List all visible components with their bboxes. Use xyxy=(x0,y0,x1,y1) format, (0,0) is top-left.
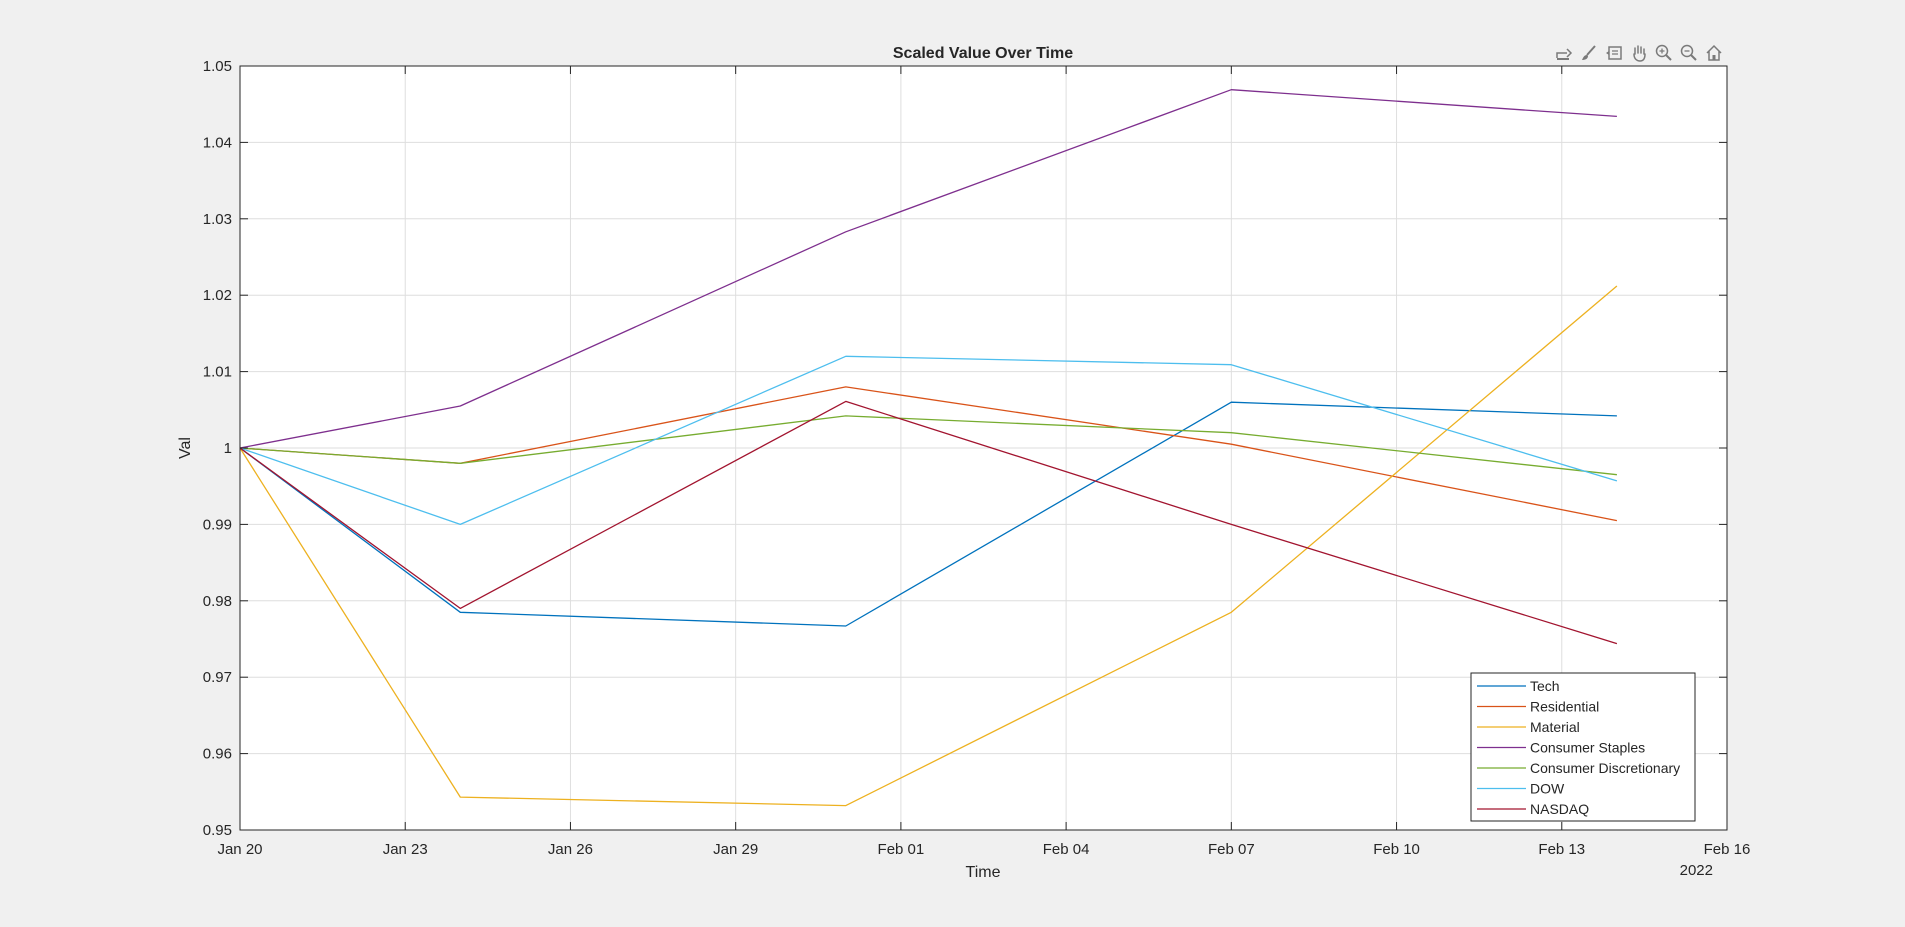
x-tick-label: Feb 07 xyxy=(1208,841,1255,858)
export-button[interactable] xyxy=(1552,42,1575,64)
y-tick-label: 1.03 xyxy=(203,211,232,228)
y-tick-label: 1.04 xyxy=(203,134,232,151)
zoom-in-button[interactable] xyxy=(1652,42,1675,64)
zoom-in-icon xyxy=(1655,44,1672,61)
series-line-consumer-discretionary[interactable] xyxy=(239,415,1617,476)
export-icon xyxy=(1555,48,1572,60)
y-tick-label: 1 xyxy=(224,440,232,457)
y-tick-label: 1.05 xyxy=(203,58,232,75)
y-axis-label: Val xyxy=(177,437,194,459)
zoom-out-icon xyxy=(1680,44,1697,61)
y-tick-label: 1.01 xyxy=(203,364,232,381)
series-line-nasdaq[interactable] xyxy=(239,400,1618,645)
x-tick-label: Feb 16 xyxy=(1704,841,1751,858)
series-line-material[interactable] xyxy=(239,285,1618,807)
legend-label: Consumer Discretionary xyxy=(1530,760,1680,776)
x-year-label: 2022 xyxy=(1680,862,1713,879)
x-tick-label: Feb 01 xyxy=(878,841,925,858)
tick-labels: Jan 20 Jan 23 Jan 26 Jan 29 Feb 01 Feb 04 Feb … xyxy=(203,58,1751,858)
legend-label: Residential xyxy=(1530,699,1599,715)
legend-label: NASDAQ xyxy=(1530,801,1589,817)
legend-label: Consumer Staples xyxy=(1530,740,1645,756)
y-tick-label: 0.96 xyxy=(203,746,232,763)
x-axis-label: Time xyxy=(966,864,1001,881)
x-tick-label: Feb 13 xyxy=(1538,841,1585,858)
x-tick-label: Jan 26 xyxy=(548,841,593,858)
legend-label: Tech xyxy=(1530,678,1560,694)
datatip-button[interactable] xyxy=(1602,42,1625,64)
x-tick-label: Feb 10 xyxy=(1373,841,1420,858)
x-tick-label: Jan 20 xyxy=(217,841,262,858)
brush-button[interactable] xyxy=(1577,42,1600,64)
brush-icon xyxy=(1581,45,1596,60)
axes-toolbar xyxy=(1552,42,1725,64)
legend-entries: Tech Residential Material Consumer Staples C… xyxy=(1477,678,1680,817)
x-tick-label: Jan 23 xyxy=(383,841,428,858)
y-tick-label: 0.99 xyxy=(203,516,232,533)
pan-button[interactable] xyxy=(1627,42,1650,64)
x-tick-label: Feb 04 xyxy=(1043,841,1090,858)
y-tick-label: 0.95 xyxy=(203,822,232,839)
series-line-tech[interactable] xyxy=(239,401,1617,627)
y-tick-label: 0.97 xyxy=(203,669,232,686)
series-line-consumer-staples[interactable] xyxy=(239,89,1617,449)
series-line-dow[interactable] xyxy=(239,355,1618,526)
series-layer xyxy=(239,89,1618,807)
y-tick-label: 1.02 xyxy=(203,287,232,304)
zoom-out-button[interactable] xyxy=(1677,42,1700,64)
datatip-icon xyxy=(1605,46,1622,60)
x-tick-label: Jan 29 xyxy=(713,841,758,858)
home-button[interactable] xyxy=(1702,42,1725,64)
y-tick-label: 0.98 xyxy=(203,593,232,610)
legend-label: DOW xyxy=(1530,781,1565,797)
home-icon xyxy=(1705,44,1722,61)
chart-title: Scaled Value Over Time xyxy=(893,45,1073,62)
ticks xyxy=(239,65,1728,831)
legend[interactable]: Tech Residential Material Consumer Staples C… xyxy=(1470,672,1696,822)
pan-icon xyxy=(1632,45,1646,62)
legend-label: Material xyxy=(1530,719,1580,735)
